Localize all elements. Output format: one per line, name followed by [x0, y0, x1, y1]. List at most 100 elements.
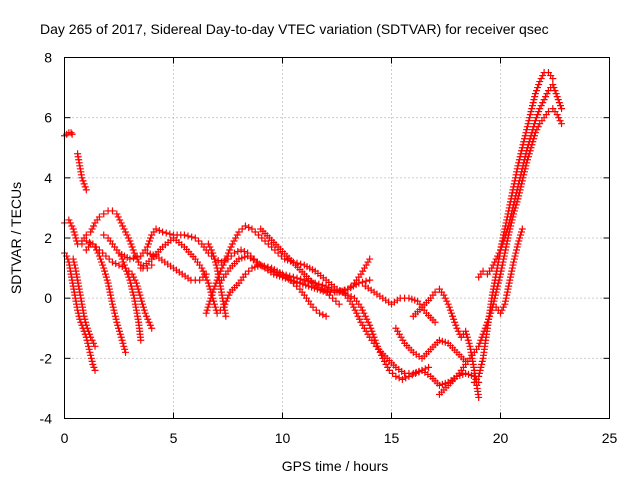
- data-point: [118, 336, 126, 344]
- data-point: [90, 222, 98, 230]
- data-point: [507, 270, 515, 278]
- data-point: [91, 342, 99, 350]
- data-point: [180, 231, 188, 239]
- data-point: [122, 264, 130, 272]
- data-point: [366, 255, 374, 263]
- data-point: [332, 297, 340, 305]
- x-tick-label: 0: [61, 430, 69, 446]
- data-point: [395, 374, 403, 382]
- data-point: [108, 297, 116, 305]
- data-point: [318, 281, 326, 289]
- data-point: [535, 108, 543, 116]
- data-point: [522, 129, 530, 137]
- data-point: [91, 366, 99, 374]
- data-point: [108, 258, 116, 266]
- data-point: [382, 360, 390, 368]
- data-point: [117, 219, 125, 227]
- data-point: [475, 393, 483, 401]
- data-point: [489, 261, 497, 269]
- data-point: [518, 168, 526, 176]
- data-point: [527, 108, 535, 116]
- data-point: [233, 231, 241, 239]
- data-point: [257, 261, 265, 269]
- data-point: [494, 252, 502, 260]
- data-point: [549, 81, 557, 89]
- data-point: [128, 243, 136, 251]
- data-point: [71, 231, 79, 239]
- y-tick-label: -2: [40, 350, 53, 366]
- data-point: [213, 309, 221, 317]
- data-point: [205, 300, 213, 308]
- data-point: [362, 277, 370, 285]
- data-point: [83, 324, 91, 332]
- data-point: [441, 294, 449, 302]
- series-track-13: [204, 240, 230, 320]
- data-point: [451, 318, 459, 326]
- series-track-11: [143, 249, 210, 284]
- data-point: [537, 102, 545, 110]
- data-point: [114, 321, 122, 329]
- data-point: [502, 231, 510, 239]
- data-point: [84, 342, 92, 350]
- series-track-03: [61, 249, 99, 374]
- data-point: [139, 303, 147, 311]
- data-point: [126, 276, 134, 284]
- data-point: [222, 255, 230, 263]
- data-point: [358, 278, 366, 286]
- data-point: [500, 237, 508, 245]
- data-point: [520, 156, 528, 164]
- data-point: [86, 348, 94, 356]
- series-track-05: [69, 255, 99, 350]
- data-point: [286, 272, 294, 280]
- data-point: [159, 228, 167, 236]
- data-point: [465, 339, 473, 347]
- data-point: [551, 87, 559, 95]
- data-point: [543, 90, 551, 98]
- data-point: [508, 267, 516, 275]
- data-point: [100, 231, 108, 239]
- data-point: [539, 72, 547, 80]
- data-point: [204, 240, 212, 248]
- data-point: [475, 369, 483, 377]
- data-point: [506, 216, 514, 224]
- data-point: [517, 228, 525, 236]
- data-point: [99, 261, 107, 269]
- data-point: [137, 336, 145, 344]
- data-point: [502, 294, 510, 302]
- data-point: [210, 255, 218, 263]
- data-point: [207, 246, 215, 254]
- data-point: [535, 81, 543, 89]
- data-point: [506, 276, 514, 284]
- data-point: [513, 186, 521, 194]
- data-point: [108, 207, 116, 215]
- data-point: [445, 303, 453, 311]
- chart-title: Day 265 of 2017, Sidereal Day-to-day VTE…: [40, 21, 549, 37]
- data-point: [544, 108, 552, 116]
- data-point: [206, 243, 214, 251]
- data-point: [377, 351, 385, 359]
- data-point: [123, 231, 131, 239]
- data-point: [100, 264, 108, 272]
- data-point: [450, 315, 458, 323]
- data-point: [135, 288, 143, 296]
- data-point: [366, 276, 374, 284]
- data-point: [297, 275, 305, 283]
- data-point: [106, 288, 114, 296]
- data-point: [101, 270, 109, 278]
- data-point: [209, 249, 217, 257]
- data-point: [478, 357, 486, 365]
- data-point: [431, 318, 439, 326]
- data-point: [66, 219, 74, 227]
- data-point: [255, 231, 263, 239]
- data-point: [506, 273, 514, 281]
- data-point: [146, 237, 154, 245]
- data-point: [231, 249, 239, 257]
- data-point: [162, 229, 170, 237]
- data-point: [258, 234, 266, 242]
- data-point: [510, 255, 518, 263]
- x-tick-label: 10: [275, 430, 291, 446]
- data-point: [514, 240, 522, 248]
- data-point: [82, 186, 90, 194]
- data-point: [319, 311, 327, 319]
- data-point: [202, 270, 210, 278]
